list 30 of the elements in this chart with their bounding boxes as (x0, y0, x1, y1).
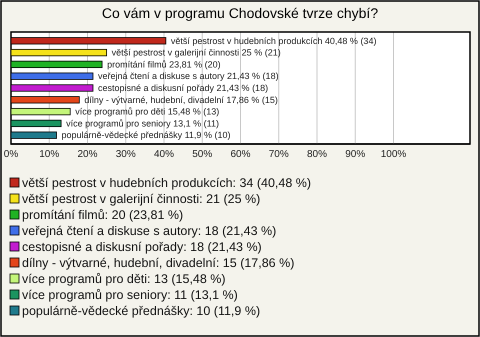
text: více programů pro seniory: 11 (13,1 %) (22, 288, 238, 302)
data-label: více programů pro děti 15,48 % (13) (75, 106, 220, 117)
x-tick-label: 40% (154, 149, 174, 160)
x-tick-label: 50% (192, 149, 212, 160)
data-label: populárně-vědecké přednášky 11,9 % (10) (62, 130, 230, 140)
text: větší pestrost v galerijní činnosti: 21 (25 %) (22, 192, 260, 206)
x-tick-label: 100% (380, 149, 406, 160)
chart-title: Co vám v programu Chodovské tvrze chybí? (102, 5, 378, 21)
text: veřejná čtení a diskuse s autory: 18 (21,43 %) (22, 224, 276, 238)
x-tick-label: 10% (39, 149, 60, 160)
data-label: větší pestrost v galerijní činnosti 25 % (21) (112, 48, 281, 58)
x-tick-label: 90% (345, 149, 366, 160)
x-tick-label: 30% (116, 149, 136, 160)
text: více programů pro děti: 13 (15,48 %) (22, 272, 226, 286)
text: populárně-vědecké přednášky: 10 (11,9 %) (22, 304, 260, 318)
text: větší pestrost v hudebních produkcích: 34 (40,48 %) (22, 176, 312, 190)
data-label: dílny - výtvarné, hudební, divadelní 17,86 % (15) (84, 94, 278, 105)
data-label: veřejná čtení a diskuse s autory 21,43 % (18) (98, 71, 279, 82)
data-label: cestopisné a diskusní pořady 21,43 % (18) (98, 83, 268, 93)
text: promítání filmů: 20 (23,81 %) (22, 208, 184, 222)
x-tick-label: 0% (4, 149, 18, 160)
text: cestopisné a diskusní pořady: 18 (21,43 %) (22, 240, 262, 254)
x-tick-label: 80% (306, 149, 328, 160)
x-tick-label: 20% (77, 149, 98, 160)
data-label: větší pestrost v hudebních produkcích 40,48 % (34) (170, 36, 376, 46)
x-tick-label: 70% (268, 149, 289, 160)
x-tick-label: 60% (230, 149, 251, 160)
text: dílny - výtvarné, hudební, divadelní: 15 (17,86 %) (22, 256, 294, 270)
data-label: více programů pro seniory 13,1 % (11) (66, 118, 220, 128)
data-label: promítání filmů 23,81 % (20) (107, 59, 221, 70)
